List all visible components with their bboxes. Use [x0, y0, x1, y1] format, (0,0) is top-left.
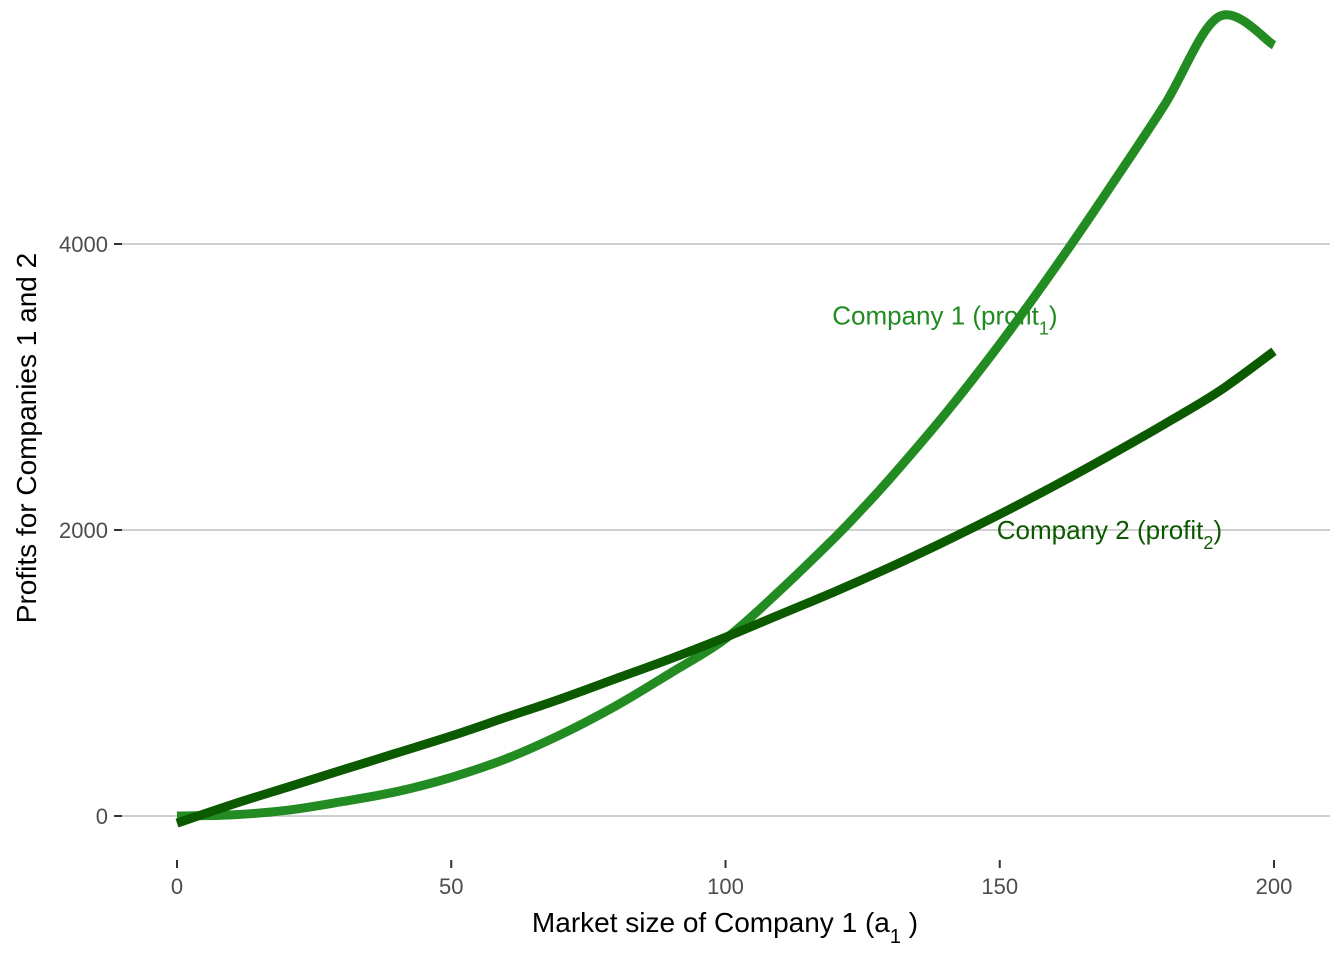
series-lines: [175, 10, 1277, 828]
series-labels: Company 1 (profit1) Company 2 (profit2): [832, 301, 1222, 554]
series-line-company-1: [176, 10, 1277, 821]
y-axis: 0 2000 4000: [59, 232, 122, 829]
x-tick-label: 50: [439, 874, 463, 899]
y-tick-label: 4000: [59, 232, 108, 257]
y-axis-title: Profits for Companies 1 and 2: [11, 253, 42, 623]
series-line-company-2: [175, 347, 1277, 828]
x-tick-label: 200: [1256, 874, 1293, 899]
x-axis: 0 50 100 150 200: [171, 860, 1292, 899]
x-tick-label: 0: [171, 874, 183, 899]
y-tick-label: 0: [96, 804, 108, 829]
grid-lines: [122, 243, 1330, 817]
x-tick-label: 150: [981, 874, 1018, 899]
series-label-company-1: Company 1 (profit1): [832, 301, 1057, 339]
series-label-company-2: Company 2 (profit2): [997, 515, 1222, 553]
x-tick-label: 100: [707, 874, 744, 899]
x-axis-title: Market size of Company 1 (a1 ): [532, 907, 918, 948]
y-tick-label: 2000: [59, 518, 108, 543]
